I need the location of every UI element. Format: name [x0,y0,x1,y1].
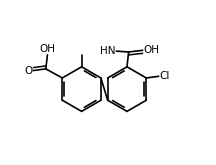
Text: Cl: Cl [159,71,170,81]
Text: OH: OH [143,45,159,55]
Text: O: O [24,66,33,76]
Text: OH: OH [40,44,56,54]
Text: HN: HN [100,46,115,56]
